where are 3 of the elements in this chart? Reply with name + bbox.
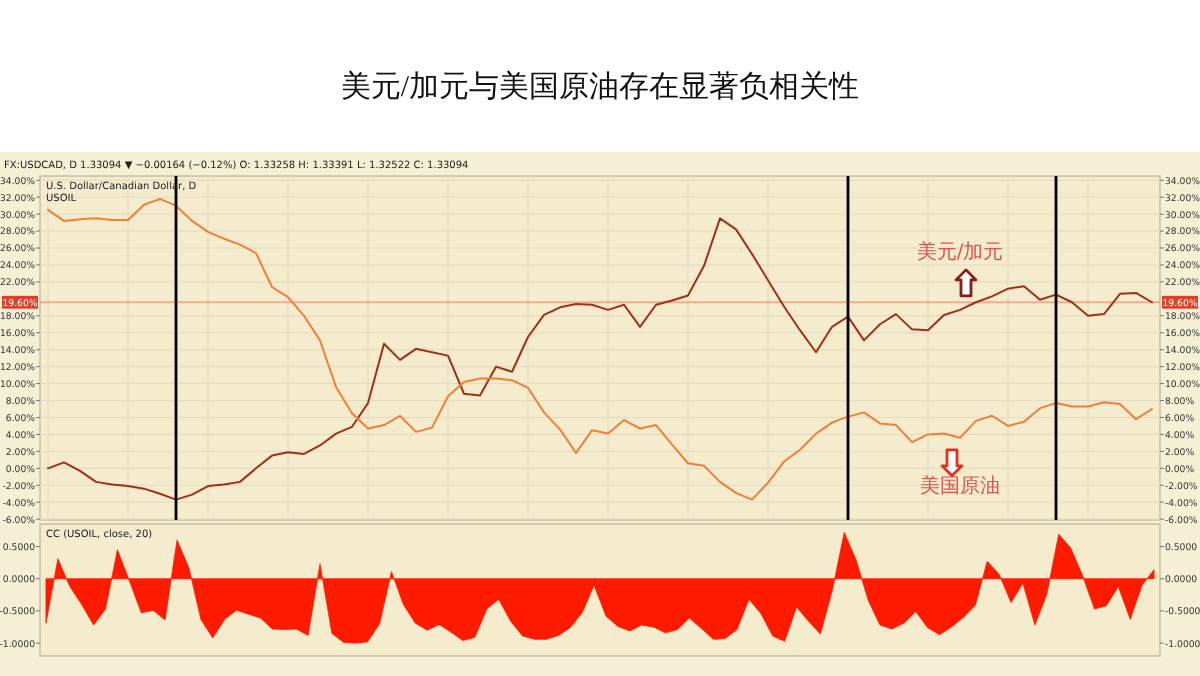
chart-title: 美元/加元与美国原油存在显著负相关性: [340, 70, 860, 104]
series-label: 美元/加元: [916, 239, 1004, 264]
series-label: 美国原油: [920, 473, 1000, 498]
